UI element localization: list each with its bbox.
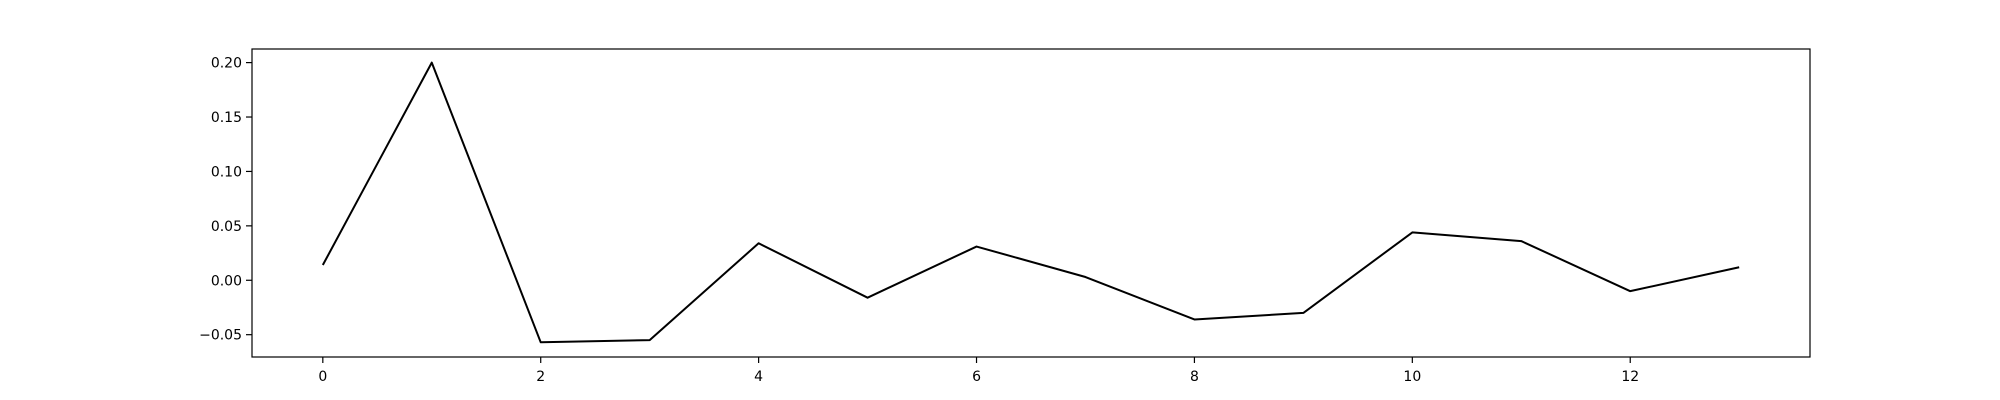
series-layer bbox=[321, 61, 1740, 344]
y-tick-label: 0.05 bbox=[211, 219, 242, 235]
y-tick-label: 0.00 bbox=[211, 273, 242, 289]
series-line bbox=[321, 61, 1740, 344]
x-tick-label: 0 bbox=[318, 369, 327, 385]
x-tick-label: 2 bbox=[536, 369, 545, 385]
plot-area-frame bbox=[251, 48, 1811, 358]
y-tick-label: 0.10 bbox=[211, 164, 242, 180]
y-tick-label: 0.20 bbox=[211, 56, 242, 72]
y-tick-label: −0.05 bbox=[199, 328, 242, 344]
x-tick-label: 8 bbox=[1190, 369, 1199, 385]
y-tick-label: 0.15 bbox=[211, 110, 242, 126]
ticks-layer: 0 2 4 6 8 10 12 −0.05 0.00 0.05 0.10 0.15 0.20 bbox=[199, 56, 1639, 385]
x-tick-label: 12 bbox=[1621, 369, 1639, 385]
x-tick-label: 4 bbox=[754, 369, 763, 385]
x-tick-label: 6 bbox=[972, 369, 981, 385]
x-tick-label: 10 bbox=[1403, 369, 1421, 385]
